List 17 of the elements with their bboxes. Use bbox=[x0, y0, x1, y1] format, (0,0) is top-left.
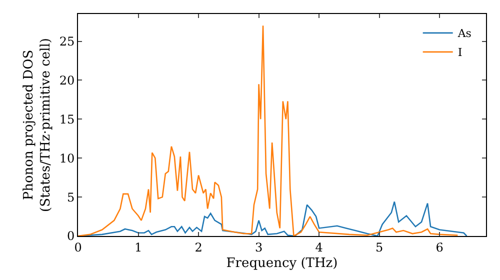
x-tick-label: 2 bbox=[194, 240, 202, 254]
y-tick-label: 0 bbox=[66, 229, 75, 244]
y-tick-label: 15 bbox=[59, 112, 75, 126]
x-axis-title: Frequency (THz) bbox=[226, 256, 338, 271]
x-tick-label: 4 bbox=[315, 240, 324, 254]
y-tick-label: 5 bbox=[66, 190, 75, 204]
x-tick-label: 6 bbox=[436, 240, 444, 254]
y-tick-label: 10 bbox=[59, 151, 75, 166]
y-axis-title: Phonon projected DOS (States/THz·primitive cell) bbox=[21, 38, 54, 212]
x-tick-label: 5 bbox=[376, 240, 384, 254]
line-series bbox=[78, 25, 458, 236]
x-tick-label: 1 bbox=[134, 240, 142, 254]
legend-label: As bbox=[456, 27, 472, 40]
x-tick-label: 3 bbox=[254, 240, 263, 254]
y-tick-label: 20 bbox=[59, 73, 75, 88]
y-tick-label: 25 bbox=[59, 34, 75, 48]
legend-label: I bbox=[458, 46, 462, 60]
